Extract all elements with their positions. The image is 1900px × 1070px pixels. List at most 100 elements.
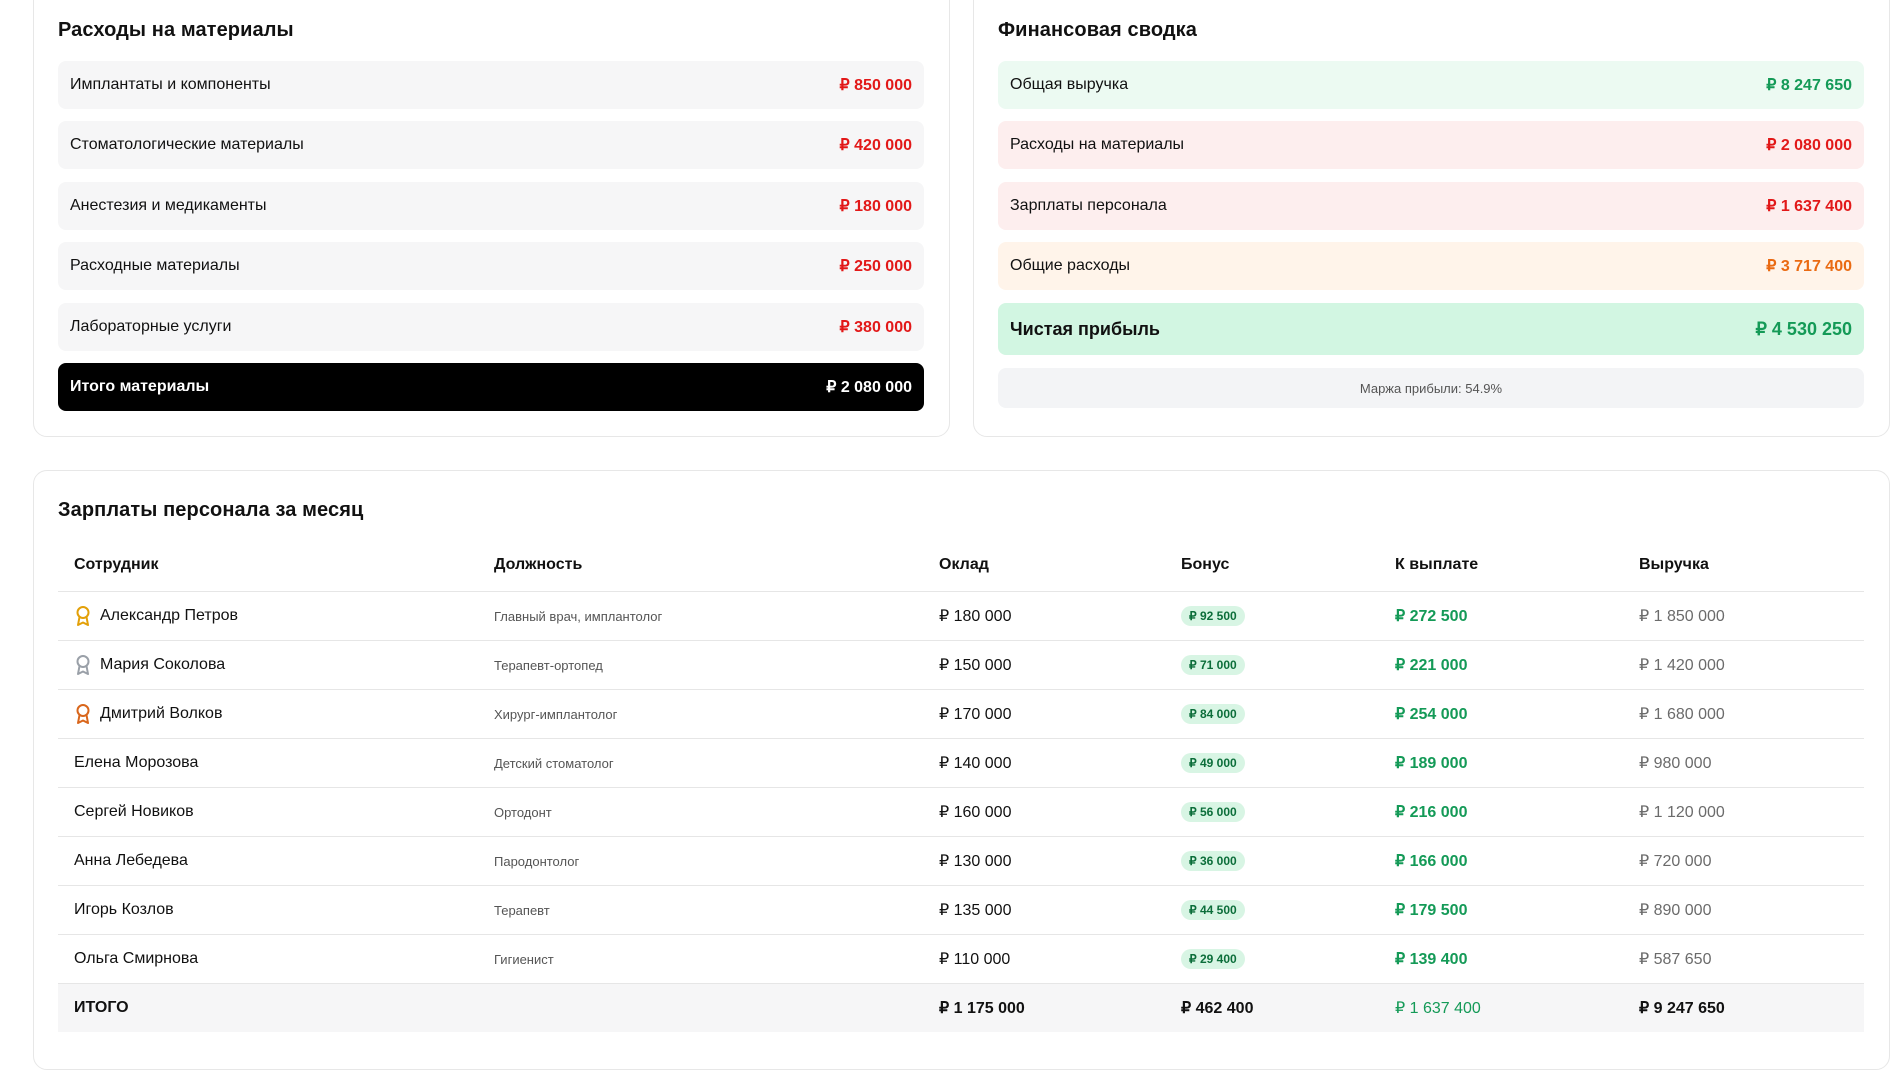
materials-expense-row: Расходы на материалы ₽ 2 080 000 [998, 121, 1864, 169]
staff-table: Сотрудник Должность Оклад Бонус К выплат… [58, 539, 1864, 1032]
materials-row-value: ₽ 180 000 [839, 198, 912, 215]
header-bonus: Бонус [1165, 539, 1379, 592]
revenue-value: ₽ 8 247 650 [1766, 77, 1852, 94]
materials-row-value: ₽ 850 000 [839, 77, 912, 94]
gold-medal-icon [76, 606, 90, 626]
salaries-label: Зарплаты персонала [1010, 197, 1167, 214]
net-profit-value: ₽ 4 530 250 [1755, 318, 1852, 339]
finance-title: Финансовая сводка [998, 19, 1198, 41]
materials-row-value: ₽ 250 000 [839, 258, 912, 275]
employee-payout: ₽ 254 000 [1379, 689, 1623, 739]
bronze-medal-icon [76, 704, 90, 724]
materials-total-value: ₽ 2 080 000 [826, 379, 912, 396]
employee-revenue: ₽ 980 000 [1623, 738, 1864, 788]
total-payout: ₽ 1 637 400 [1379, 983, 1623, 1032]
bonus-badge: ₽ 71 000 [1181, 655, 1245, 675]
total-expenses-label: Общие расходы [1010, 257, 1131, 274]
materials-row-label: Стоматологические материалы [70, 136, 304, 153]
header-payout: К выплате [1379, 539, 1623, 592]
table-total-row: ИТОГО ₽ 1 175 000 ₽ 462 400 ₽ 1 637 400 … [58, 983, 1864, 1032]
total-expenses-row: Общие расходы ₽ 3 717 400 [998, 242, 1864, 290]
total-label: ИТОГО [58, 983, 478, 1032]
employee-salary: ₽ 170 000 [923, 689, 1165, 739]
employee-revenue: ₽ 720 000 [1623, 836, 1864, 886]
total-revenue: ₽ 9 247 650 [1623, 983, 1864, 1032]
materials-row: Расходные материалы ₽ 250 000 [58, 242, 924, 290]
employee-name: Дмитрий Волков [100, 705, 223, 722]
revenue-label: Общая выручка [1010, 76, 1129, 93]
materials-row: Имплантаты и компоненты ₽ 850 000 [58, 61, 924, 109]
employee-position: Ортодонт [478, 787, 923, 837]
employee-salary: ₽ 180 000 [923, 591, 1165, 641]
materials-row-value: ₽ 420 000 [839, 137, 912, 154]
employee-salary: ₽ 150 000 [923, 640, 1165, 690]
materials-row-label: Расходные материалы [70, 257, 240, 274]
bonus-badge: ₽ 84 000 [1181, 704, 1245, 724]
bonus-badge: ₽ 56 000 [1181, 802, 1245, 822]
employee-payout: ₽ 221 000 [1379, 640, 1623, 690]
employee-payout: ₽ 272 500 [1379, 591, 1623, 641]
bonus-badge: ₽ 44 500 [1181, 900, 1245, 920]
bonus-badge: ₽ 49 000 [1181, 753, 1245, 773]
revenue-row: Общая выручка ₽ 8 247 650 [998, 61, 1864, 109]
employee-name: Александр Петров [100, 607, 238, 624]
employee-salary: ₽ 110 000 [923, 934, 1165, 984]
employee-position: Пародонтолог [478, 836, 923, 886]
employee-salary: ₽ 130 000 [923, 836, 1165, 886]
net-profit-row: Чистая прибыль ₽ 4 530 250 [998, 303, 1864, 355]
table-row: Александр Петров Главный врач, имплантол… [58, 591, 1864, 641]
employee-payout: ₽ 139 400 [1379, 934, 1623, 984]
employee-name: Сергей Новиков [58, 787, 478, 837]
header-revenue: Выручка [1623, 539, 1864, 592]
header-salary: Оклад [923, 539, 1165, 592]
employee-salary: ₽ 140 000 [923, 738, 1165, 788]
employee-revenue: ₽ 1 120 000 [1623, 787, 1864, 837]
materials-expense-value: ₽ 2 080 000 [1766, 137, 1852, 154]
staff-title: Зарплаты персонала за месяц [58, 499, 364, 521]
materials-card: Расходы на материалы Имплантаты и компон… [33, 0, 950, 437]
materials-row: Стоматологические материалы ₽ 420 000 [58, 121, 924, 169]
employee-revenue: ₽ 1 420 000 [1623, 640, 1864, 690]
staff-salaries-card: Зарплаты персонала за месяц Сотрудник До… [33, 470, 1890, 1070]
finance-summary-card: Финансовая сводка Общая выручка ₽ 8 247 … [973, 0, 1890, 437]
materials-row-label: Имплантаты и компоненты [70, 76, 271, 93]
employee-position: Терапевт [478, 885, 923, 935]
header-employee: Сотрудник [58, 539, 478, 592]
employee-name: Анна Лебедева [58, 836, 478, 886]
materials-expense-label: Расходы на материалы [1010, 136, 1185, 153]
employee-revenue: ₽ 890 000 [1623, 885, 1864, 935]
employee-revenue: ₽ 587 650 [1623, 934, 1864, 984]
table-row: Анна Лебедева Пародонтолог ₽ 130 000 ₽ 3… [58, 836, 1864, 886]
table-header-row: Сотрудник Должность Оклад Бонус К выплат… [58, 539, 1864, 592]
table-row: Мария Соколова Терапевт-ортопед ₽ 150 00… [58, 640, 1864, 690]
materials-total-label: Итого материалы [70, 378, 210, 395]
employee-position: Главный врач, имплантолог [478, 591, 923, 641]
employee-salary: ₽ 135 000 [923, 885, 1165, 935]
materials-row-label: Анестезия и медикаменты [70, 197, 267, 214]
salaries-row: Зарплаты персонала ₽ 1 637 400 [998, 182, 1864, 230]
total-position-empty [478, 983, 923, 1032]
table-row: Елена Морозова Детский стоматолог ₽ 140 … [58, 738, 1864, 788]
materials-total-row: Итого материалы ₽ 2 080 000 [58, 363, 924, 411]
employee-name: Ольга Смирнова [58, 934, 478, 984]
total-expenses-value: ₽ 3 717 400 [1766, 258, 1852, 275]
employee-name: Мария Соколова [100, 656, 226, 673]
materials-row: Анестезия и медикаменты ₽ 180 000 [58, 182, 924, 230]
employee-position: Терапевт-ортопед [478, 640, 923, 690]
table-row: Сергей Новиков Ортодонт ₽ 160 000 ₽ 56 0… [58, 787, 1864, 837]
total-bonus: ₽ 462 400 [1165, 983, 1379, 1032]
bonus-badge: ₽ 92 500 [1181, 606, 1245, 626]
salaries-value: ₽ 1 637 400 [1766, 198, 1852, 215]
bonus-badge: ₽ 29 400 [1181, 949, 1245, 969]
employee-payout: ₽ 166 000 [1379, 836, 1623, 886]
employee-payout: ₽ 189 000 [1379, 738, 1623, 788]
employee-payout: ₽ 216 000 [1379, 787, 1623, 837]
table-row: Дмитрий Волков Хирург-имплантолог ₽ 170 … [58, 689, 1864, 739]
materials-row-label: Лабораторные услуги [70, 318, 232, 335]
materials-title: Расходы на материалы [58, 19, 294, 41]
bonus-badge: ₽ 36 000 [1181, 851, 1245, 871]
employee-salary: ₽ 160 000 [923, 787, 1165, 837]
employee-payout: ₽ 179 500 [1379, 885, 1623, 935]
header-position: Должность [478, 539, 923, 592]
materials-row: Лабораторные услуги ₽ 380 000 [58, 303, 924, 351]
